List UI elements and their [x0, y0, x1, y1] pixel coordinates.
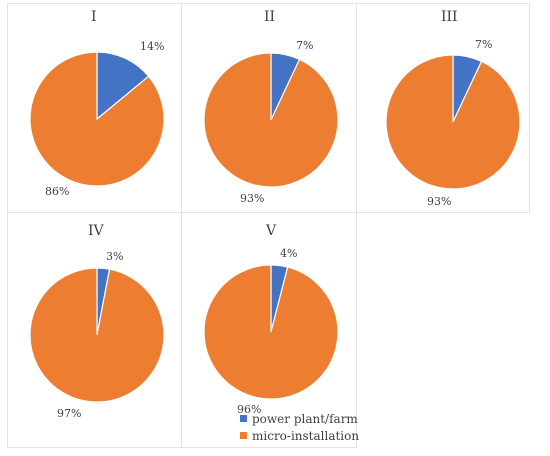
legend-swatch-micro-installation — [240, 432, 247, 439]
pie-1-label-power-plant: 14% — [140, 40, 164, 53]
pie-3-label-power-plant: 7% — [475, 38, 492, 51]
pie-4-label-micro-installation: 97% — [57, 407, 81, 420]
pie-1-slice-power-plant — [96, 51, 150, 121]
legend-item-power-plant: power plant/farm — [240, 410, 359, 427]
chart-title-1: I — [91, 9, 97, 25]
pie-2-label-power-plant: 7% — [296, 39, 313, 52]
pie-3-slice-micro-installation — [385, 54, 521, 190]
legend: power plant/farm micro-installation — [240, 410, 359, 444]
pie-5-label-micro-installation: 96% — [237, 403, 261, 416]
pie-5-slice-micro-installation — [203, 264, 339, 400]
pie-1-slice-micro-installation — [29, 51, 165, 187]
chart-panel-3 — [356, 3, 530, 213]
pie-3-label-micro-installation: 93% — [427, 195, 451, 208]
chart-title-3: III — [441, 9, 458, 25]
chart-title-4: IV — [88, 223, 104, 239]
legend-label-power-plant: power plant/farm — [252, 411, 358, 426]
pie-4-label-power-plant: 3% — [106, 250, 123, 263]
pie-5-label-power-plant: 4% — [280, 247, 297, 260]
chart-title-5: V — [266, 223, 277, 239]
chart-title-2: II — [264, 9, 276, 25]
pie-1-label-micro-installation: 86% — [45, 185, 69, 198]
pie-2-label-micro-installation: 93% — [240, 192, 264, 205]
pie-2-slice-micro-installation — [203, 52, 339, 188]
legend-item-micro-installation: micro-installation — [240, 427, 359, 444]
chart-panel-5 — [181, 212, 357, 448]
legend-label-micro-installation: micro-installation — [252, 428, 360, 443]
pie-4-slice-micro-installation — [29, 267, 165, 403]
legend-swatch-power-plant — [240, 415, 247, 422]
